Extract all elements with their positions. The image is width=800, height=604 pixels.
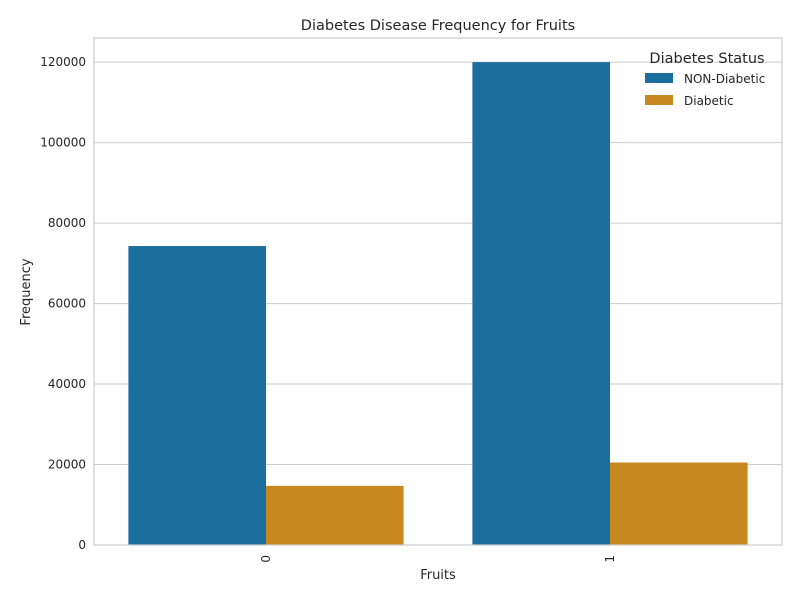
y-tick-label: 20000 xyxy=(48,458,86,472)
bar-non-diabetic-0 xyxy=(128,246,266,545)
legend-label: NON-Diabetic xyxy=(684,72,765,86)
y-tick-label: 0 xyxy=(78,538,86,552)
legend: Diabetes Status NON-Diabetic Diabetic xyxy=(645,51,765,108)
y-axis-label: Frequency xyxy=(19,258,34,325)
x-tick-label: 1 xyxy=(603,555,617,563)
legend-swatch xyxy=(645,95,673,105)
y-tick-label: 100000 xyxy=(40,136,86,150)
bar-non-diabetic-1 xyxy=(472,62,610,546)
legend-items: NON-Diabetic Diabetic xyxy=(645,72,765,108)
y-tick-label: 40000 xyxy=(48,377,86,391)
legend-swatch xyxy=(645,73,673,83)
legend-label: Diabetic xyxy=(684,94,734,108)
y-tick-label: 60000 xyxy=(48,297,86,311)
y-tick-label: 80000 xyxy=(48,216,86,230)
y-tick-labels: 0 20000 40000 60000 80000 100000 120000 xyxy=(40,55,86,552)
plot-frame xyxy=(93,37,783,546)
bar-diabetic-1 xyxy=(610,462,748,545)
x-axis-label: Fruits xyxy=(420,568,456,583)
bar-diabetic-0 xyxy=(266,485,404,545)
chart-title: Diabetes Disease Frequency for Fruits xyxy=(301,18,575,34)
bars-group xyxy=(128,62,748,546)
x-tick-label: 0 xyxy=(259,555,273,563)
y-tick-label: 120000 xyxy=(40,55,86,69)
legend-title: Diabetes Status xyxy=(649,51,764,67)
